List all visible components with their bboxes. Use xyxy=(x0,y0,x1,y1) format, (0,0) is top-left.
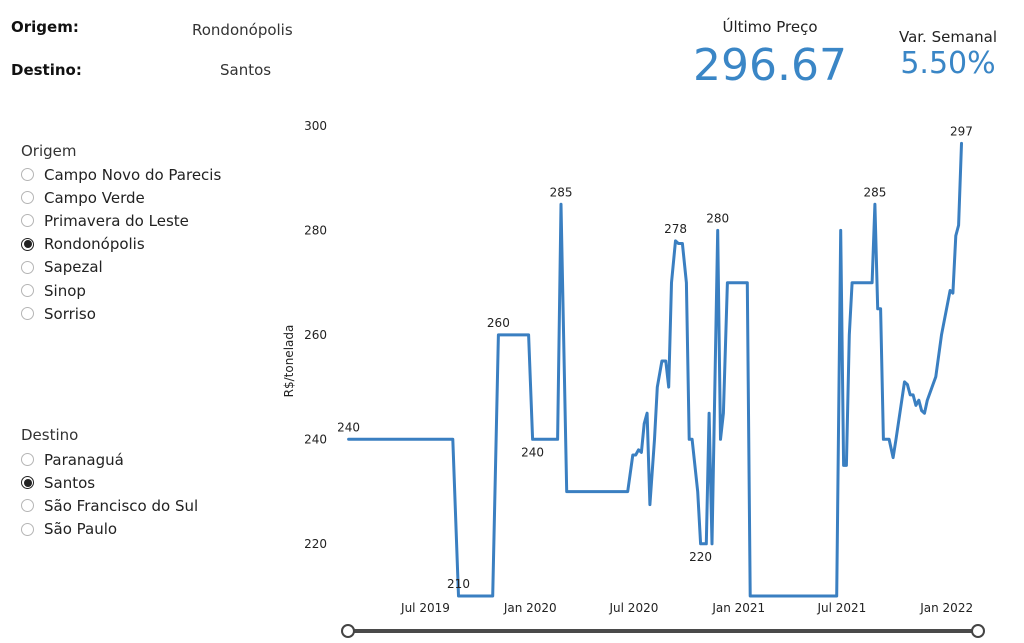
origin-option-label: Rondonópolis xyxy=(44,235,145,254)
x-tick-label: Jan 2021 xyxy=(711,601,765,615)
data-label: 285 xyxy=(863,185,886,199)
y-tick-label: 240 xyxy=(304,432,327,446)
data-label: 260 xyxy=(487,316,510,330)
y-tick-label: 220 xyxy=(304,537,327,551)
data-label: 280 xyxy=(706,211,729,225)
data-label: 240 xyxy=(337,420,360,434)
destination-radio-group: Paranaguá Santos São Francisco do Sul São P… xyxy=(21,448,198,541)
origin-option-label: Sapezal xyxy=(44,258,103,277)
x-tick-label: Jul 2021 xyxy=(816,601,866,615)
origin-header-value: Rondonópolis xyxy=(192,21,293,39)
destination-option[interactable]: Paranaguá xyxy=(21,448,198,471)
destination-option-label: São Francisco do Sul xyxy=(44,496,199,515)
radio-unselected-icon[interactable] xyxy=(21,499,34,513)
origin-option-label: Primavera do Leste xyxy=(44,211,189,230)
origin-option-label: Sinop xyxy=(44,281,86,300)
y-axis-title: R$/tonelada xyxy=(282,325,296,398)
origin-option-label: Sorriso xyxy=(44,304,96,323)
radio-selected-icon[interactable] xyxy=(21,237,34,251)
origin-option-label: Campo Novo do Parecis xyxy=(44,165,222,184)
x-tick-label: Jul 2019 xyxy=(400,601,450,615)
origin-option[interactable]: Primavera do Leste xyxy=(21,209,221,232)
range-slider-end-handle[interactable] xyxy=(971,624,985,638)
radio-unselected-icon[interactable] xyxy=(21,453,34,467)
radio-unselected-icon[interactable] xyxy=(21,168,34,182)
destination-header-label: Destino: xyxy=(11,61,82,79)
origin-option[interactable]: Sorriso xyxy=(21,302,221,325)
radio-selected-icon[interactable] xyxy=(21,476,34,490)
data-label: 240 xyxy=(521,445,544,459)
radio-unselected-icon[interactable] xyxy=(21,522,34,536)
range-slider-track[interactable] xyxy=(348,629,978,633)
x-tick-label: Jul 2020 xyxy=(609,601,659,615)
destination-header-value: Santos xyxy=(220,61,272,79)
data-label: 220 xyxy=(689,550,712,564)
data-label: 297 xyxy=(950,124,973,138)
origin-option[interactable]: Sinop xyxy=(21,279,221,302)
destination-option[interactable]: Santos xyxy=(21,471,198,494)
y-tick-label: 260 xyxy=(304,328,327,342)
range-slider-start-handle[interactable] xyxy=(341,624,355,638)
x-tick-label: Jan 2022 xyxy=(919,601,973,615)
radio-unselected-icon[interactable] xyxy=(21,307,34,321)
destination-option[interactable]: São Paulo xyxy=(21,518,198,541)
destination-option[interactable]: São Francisco do Sul xyxy=(21,494,198,517)
radio-unselected-icon[interactable] xyxy=(21,191,34,205)
radio-unselected-icon[interactable] xyxy=(21,284,34,298)
weekly-variation-label: Var. Semanal xyxy=(898,28,998,46)
weekly-variation-value: 5.50% xyxy=(900,46,996,81)
origin-option-label: Campo Verde xyxy=(44,188,145,207)
origin-radio-group: Campo Novo do Parecis Campo Verde Primaver… xyxy=(21,163,221,325)
radio-unselected-icon[interactable] xyxy=(21,214,34,228)
y-tick-label: 300 xyxy=(304,119,327,133)
destination-option-label: São Paulo xyxy=(44,520,118,539)
destination-option-label: Santos xyxy=(44,473,96,492)
origin-option[interactable]: Rondonópolis xyxy=(21,233,221,256)
last-price-label: Último Preço xyxy=(722,18,818,36)
price-series-line xyxy=(347,141,963,598)
y-tick-label: 280 xyxy=(304,223,327,237)
data-label: 285 xyxy=(550,185,573,199)
x-tick-label: Jan 2020 xyxy=(503,601,557,615)
data-label: 278 xyxy=(664,222,687,236)
last-price-value: 296.67 xyxy=(693,40,847,91)
origin-group-title: Origem xyxy=(21,142,77,160)
destination-option-label: Paranaguá xyxy=(44,450,124,469)
origin-option[interactable]: Sapezal xyxy=(21,256,221,279)
origin-header-label: Origem: xyxy=(11,18,79,36)
origin-option[interactable]: Campo Novo do Parecis xyxy=(21,163,221,186)
radio-unselected-icon[interactable] xyxy=(21,260,34,274)
origin-option[interactable]: Campo Verde xyxy=(21,186,221,209)
data-label: 210 xyxy=(447,577,470,591)
destination-group-title: Destino xyxy=(21,426,79,444)
